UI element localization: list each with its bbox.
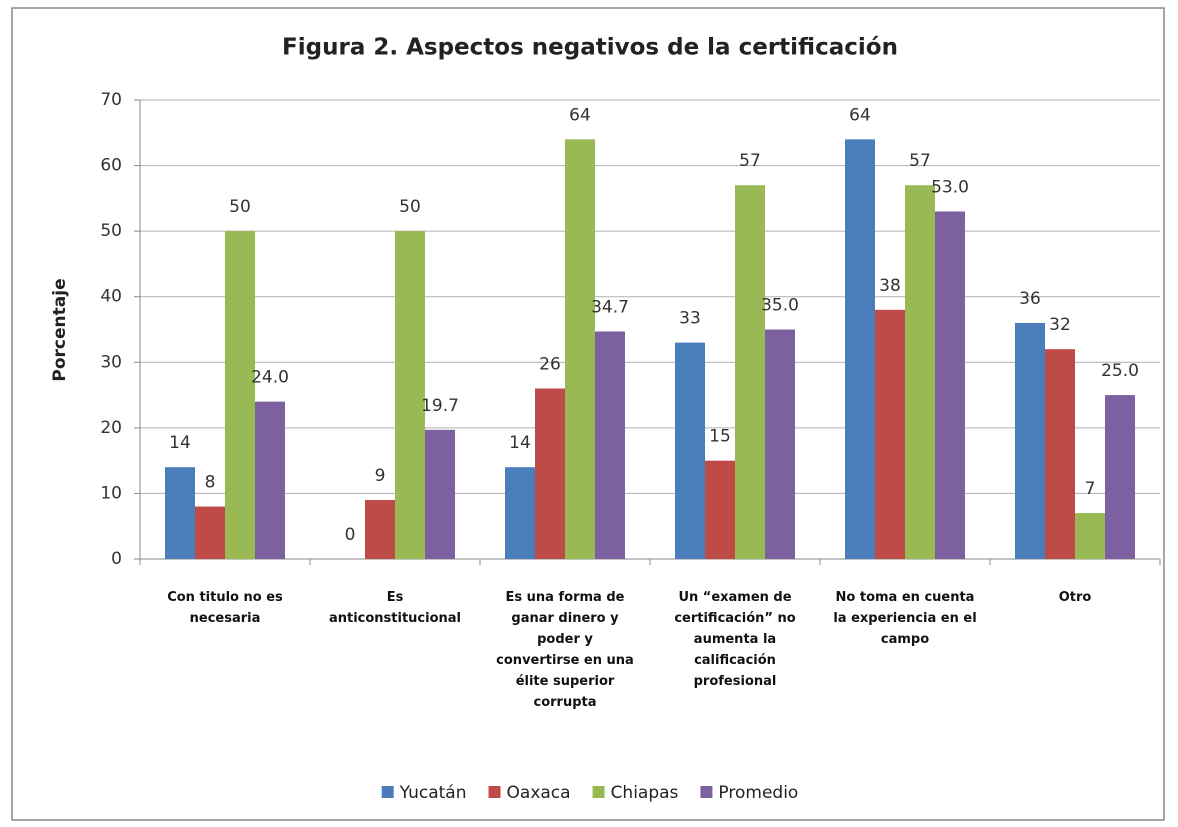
bar: [195, 506, 225, 559]
data-label: 36: [1019, 289, 1041, 309]
data-label: 15: [709, 427, 731, 447]
data-label: 57: [909, 151, 931, 171]
bar: [765, 329, 795, 559]
bar: [255, 401, 285, 559]
data-label: 26: [539, 355, 561, 375]
y-tick-label: 50: [100, 221, 122, 241]
data-label: 24.0: [251, 368, 289, 388]
y-tick-label: 60: [100, 156, 122, 176]
bar: [935, 211, 965, 559]
legend-label: Chiapas: [611, 783, 679, 803]
bar: [595, 331, 625, 559]
x-tick-label: No toma en cuenta la experiencia en el cam…: [833, 590, 976, 647]
bar: [1105, 395, 1135, 559]
legend: Yucatán Oaxaca Chiapas Promedio: [381, 783, 798, 803]
bar: [225, 231, 255, 559]
legend-swatch: [488, 786, 501, 798]
bar: [365, 499, 395, 559]
data-label: 19.7: [421, 396, 459, 416]
data-label: 35.0: [761, 296, 799, 316]
y-tick-label: 0: [111, 549, 122, 569]
data-label: 64: [569, 105, 591, 125]
data-label: 53.0: [931, 177, 969, 197]
bar: [735, 185, 765, 559]
bar: [875, 309, 905, 559]
data-label: 57: [739, 151, 761, 171]
data-label: 0: [345, 525, 356, 545]
bar: [565, 139, 595, 560]
data-label: 32: [1049, 315, 1071, 335]
y-axis-label: Porcentaje: [50, 278, 70, 381]
chart-title: Figura 2. Aspectos negativos de la certi…: [282, 35, 898, 61]
legend-swatch: [592, 786, 605, 798]
bar: [705, 460, 735, 559]
data-label: 33: [679, 309, 701, 329]
legend-label: Yucatán: [399, 783, 467, 803]
legend-swatch: [700, 786, 713, 798]
data-label: 25.0: [1101, 361, 1139, 381]
data-label: 14: [509, 433, 531, 453]
bar: [845, 139, 875, 560]
bar: [1075, 513, 1105, 559]
legend-swatch: [381, 786, 394, 798]
bar: [905, 185, 935, 559]
bar: [1015, 322, 1045, 559]
y-tick-label: 20: [100, 418, 122, 438]
data-label: 50: [229, 197, 251, 217]
data-label: 50: [399, 197, 421, 217]
bar: [675, 342, 705, 559]
y-tick-label: 70: [100, 90, 122, 110]
x-tick-label: Con titulo no es necesaria: [167, 590, 283, 626]
data-label: 9: [375, 466, 386, 486]
y-tick-label: 10: [100, 483, 122, 503]
data-label: 8: [205, 473, 216, 493]
data-label: 14: [169, 433, 191, 453]
legend-label: Promedio: [718, 783, 798, 803]
data-label: 64: [849, 105, 871, 125]
data-label: 34.7: [591, 297, 629, 317]
x-tick-label: Es una forma de ganar dinero y poder y conv…: [496, 590, 634, 710]
x-tick-label: Es anticonstitucional: [329, 590, 461, 626]
bar: [425, 429, 455, 559]
y-tick-label: 30: [100, 352, 122, 372]
y-tick-label: 40: [100, 287, 122, 307]
bar: [395, 231, 425, 559]
bar: [165, 467, 195, 559]
legend-label: Oaxaca: [507, 783, 571, 803]
data-label: 38: [879, 276, 901, 296]
bar: [1045, 349, 1075, 559]
bar: [505, 467, 535, 559]
data-label: 7: [1085, 479, 1096, 499]
bar: [535, 388, 565, 559]
x-tick-label: Un “examen de certificación” no aumenta la…: [674, 590, 795, 689]
x-tick-label: Otro: [1059, 590, 1092, 605]
